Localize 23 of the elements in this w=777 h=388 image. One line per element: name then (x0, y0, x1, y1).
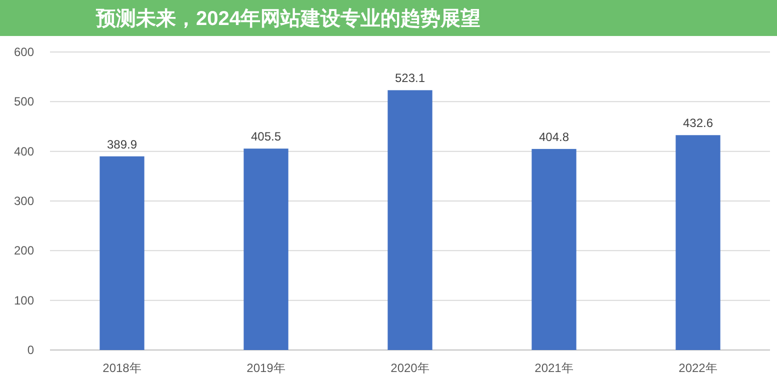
x-tick-label: 2018年 (102, 361, 142, 375)
bar (244, 148, 288, 350)
data-label: 432.6 (682, 116, 714, 130)
bar (100, 156, 144, 350)
data-label: 523.1 (394, 71, 426, 86)
y-tick-label: 0 (27, 343, 34, 357)
x-tick-label: 2020年 (390, 361, 430, 375)
bar (676, 135, 720, 350)
data-label: 404.8 (538, 130, 570, 144)
x-tick-label: 2019年 (246, 361, 286, 375)
y-tick-label: 400 (14, 144, 34, 158)
chart-title: 预测未来，2024年网站建设专业的趋势展望 (95, 7, 480, 30)
y-tick-label: 100 (14, 293, 34, 308)
y-tick-label: 600 (14, 45, 34, 59)
y-tick-label: 200 (14, 244, 34, 258)
x-tick-label: 2022年 (678, 361, 718, 375)
data-label: 389.9 (106, 137, 138, 152)
y-tick-label: 300 (14, 194, 34, 208)
data-label: 405.5 (250, 130, 282, 144)
bar (532, 148, 576, 350)
y-tick-label: 500 (14, 94, 34, 109)
x-tick-label: 2021年 (534, 361, 574, 375)
bar (388, 90, 432, 350)
